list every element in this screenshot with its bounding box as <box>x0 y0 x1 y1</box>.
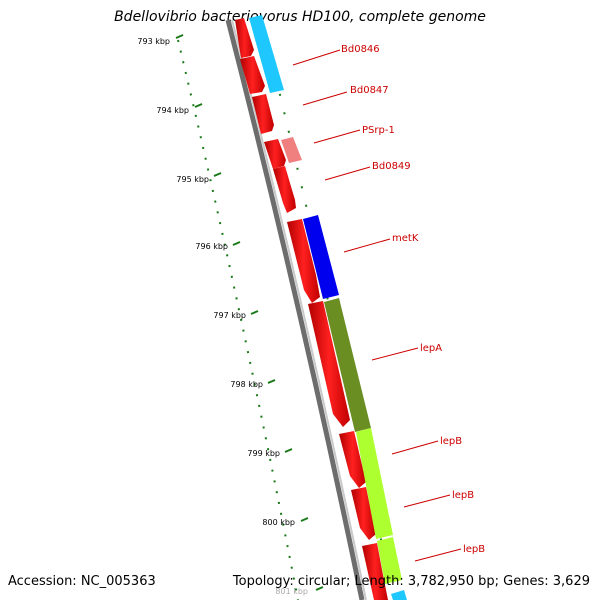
scale-tick <box>284 448 293 453</box>
scale-tick <box>232 241 241 246</box>
gene-label: PSrp-1 <box>362 125 395 136</box>
scale-tick <box>267 379 276 384</box>
scale-tick <box>250 310 259 315</box>
gene-label: lepB <box>440 436 462 447</box>
scale-ring <box>177 39 299 600</box>
gene-label: metK <box>392 233 419 244</box>
scale-tick-label: 793 kbp <box>137 37 170 46</box>
gene-label: Bd0846 <box>341 44 380 55</box>
cds-arrow <box>240 56 265 94</box>
scale-tick <box>194 103 203 108</box>
cds-arrow <box>273 166 296 213</box>
lime-feature <box>377 537 402 584</box>
leader-line <box>371 347 419 361</box>
genome-backbone <box>225 19 367 600</box>
leader-lines <box>292 49 462 562</box>
gene-label: lepB <box>463 544 485 555</box>
scale-tick-label: 797 kbp <box>213 311 246 320</box>
gene-label: Bd0847 <box>350 85 389 96</box>
scale-tick-label: 799 kbp <box>247 449 280 458</box>
gene-label: lepB <box>452 490 474 501</box>
scale-tick-label: 800 kbp <box>262 518 295 527</box>
leader-line <box>403 494 451 508</box>
map-title: Bdellovibrio bacteriovorus HD100, comple… <box>114 9 486 25</box>
gene-labels: Bd0846 Bd0847 PSrp-1 Bd0849 metK lepA le… <box>341 44 485 555</box>
leader-line <box>391 440 439 455</box>
cds-track <box>235 18 388 600</box>
gene-label: Bd0849 <box>372 161 411 172</box>
feature-track <box>249 15 407 600</box>
scale-tick <box>175 34 184 39</box>
scale-tick-label: 795 kbp <box>176 175 209 184</box>
scale-tick <box>213 172 222 177</box>
leader-line <box>324 166 371 181</box>
leader-line <box>414 548 462 562</box>
scale-tick <box>315 586 324 591</box>
pink-feature <box>281 137 302 163</box>
cds-arrow <box>351 487 376 540</box>
cds-arrow <box>287 219 320 303</box>
scale-tick <box>300 517 309 522</box>
leader-line <box>292 49 341 66</box>
cds-arrow <box>339 431 366 488</box>
leader-line <box>343 238 391 253</box>
scale-tick-label: 798 kbp <box>230 380 263 389</box>
leader-line <box>302 91 348 106</box>
scale-tick-group: 793 kbp 794 kbp 795 kbp 796 kbp 797 kbp … <box>137 34 324 596</box>
lime-feature <box>356 428 393 539</box>
genome-summary: Topology: circular; Length: 3,782,950 bp… <box>232 574 590 589</box>
cds-arrow <box>362 543 388 600</box>
cds-arrow <box>264 139 286 169</box>
cds-arrow <box>252 94 274 134</box>
scale-tick-label: 796 kbp <box>195 242 228 251</box>
leader-line <box>313 129 361 144</box>
cds-arrow <box>308 301 350 427</box>
cyan-feature <box>249 15 284 93</box>
olive-feature <box>324 298 371 432</box>
scale-tick-label: 801 kbp <box>275 587 308 596</box>
gene-label: lepA <box>420 343 442 354</box>
cyan-feature <box>391 590 407 600</box>
blue-feature <box>303 215 339 299</box>
scale-tick-label: 794 kbp <box>156 106 189 115</box>
cds-arrow <box>235 18 254 58</box>
accession-text: Accession: NC_005363 <box>8 574 156 589</box>
